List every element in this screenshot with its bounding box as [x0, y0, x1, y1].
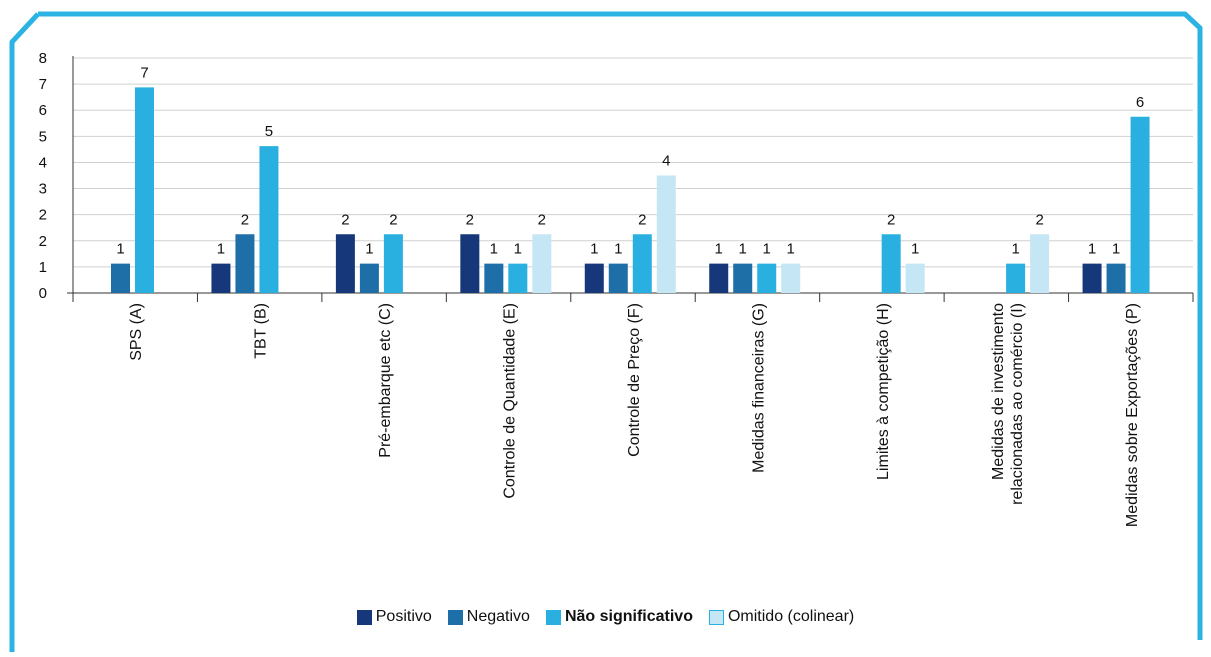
legend-label: Omitido (colinear) — [727, 608, 855, 625]
data-label: 1 — [590, 241, 598, 258]
legend-label: Positivo — [375, 608, 432, 625]
data-label: 2 — [341, 211, 349, 228]
x-tick-label: Pré-embarque etc (C) — [377, 303, 394, 458]
data-label: 2 — [1035, 211, 1043, 228]
chart-legend: Positivo Negativo Não significativo Omitido… — [0, 608, 1211, 626]
y-tick-label: 0 — [39, 285, 47, 302]
legend-item: Positivo — [356, 608, 432, 626]
data-label: 2 — [638, 211, 646, 228]
data-label: 5 — [265, 123, 273, 140]
legend-swatch — [708, 609, 724, 625]
bar — [532, 234, 552, 293]
legend-item: Não significativo — [545, 608, 693, 626]
legend-label: Negativo — [466, 608, 530, 625]
x-tick-label: Limites à competição (H) — [875, 303, 892, 480]
data-label: 2 — [887, 211, 895, 228]
bar — [359, 263, 379, 293]
bar — [1106, 263, 1126, 293]
bar — [905, 263, 925, 293]
bar — [460, 234, 480, 293]
data-label: 1 — [1112, 241, 1120, 258]
y-tick-label: 6 — [39, 102, 47, 119]
bar — [709, 263, 729, 293]
bar — [508, 263, 528, 293]
y-tick-label: 3 — [39, 181, 47, 198]
y-tick-label: 8 — [39, 50, 47, 67]
data-label: 4 — [662, 153, 670, 170]
bar — [733, 263, 753, 293]
data-label: 1 — [514, 241, 522, 258]
bar — [757, 263, 777, 293]
bar — [1030, 234, 1050, 293]
x-tick-label: Controle de Preço (F) — [626, 303, 643, 457]
data-label: 1 — [911, 241, 919, 258]
data-label: 2 — [466, 211, 474, 228]
legend-label: Não significativo — [564, 608, 693, 625]
x-tick-label: relacionadas ao comércio (I) — [1009, 303, 1026, 505]
data-label: 2 — [241, 211, 249, 228]
data-label: 1 — [787, 241, 795, 258]
x-tick-label: Medidas financeiras (G) — [750, 303, 767, 473]
bar — [383, 234, 403, 293]
legend-item: Omitido (colinear) — [708, 608, 855, 626]
data-label: 1 — [217, 241, 225, 258]
bar — [335, 234, 355, 293]
data-label: 1 — [1088, 241, 1096, 258]
x-tick-label: Controle de Quantidade (E) — [502, 303, 519, 499]
legend-swatch — [447, 609, 463, 625]
y-tick-label: 2 — [39, 207, 47, 224]
x-tick-label: Medidas sobre Exportações (P) — [1124, 303, 1141, 527]
y-tick-label: 5 — [39, 128, 47, 145]
x-tick-label: SPS (A) — [128, 303, 145, 361]
bar — [881, 234, 901, 293]
bar — [235, 234, 255, 293]
data-label: 1 — [116, 241, 124, 258]
legend-item: Negativo — [447, 608, 530, 626]
bar — [608, 263, 628, 293]
data-label: 1 — [490, 241, 498, 258]
y-tick-label: 4 — [39, 154, 47, 171]
bar — [259, 146, 279, 293]
bar — [1006, 263, 1026, 293]
bar — [781, 263, 801, 293]
bar — [111, 263, 130, 293]
bar — [1082, 263, 1102, 293]
bar — [484, 263, 504, 293]
legend-swatch — [545, 609, 561, 625]
data-label: 7 — [140, 64, 148, 81]
bar — [656, 175, 676, 293]
data-label: 2 — [538, 211, 546, 228]
bar — [211, 263, 231, 293]
data-label: 1 — [1011, 241, 1019, 258]
bar — [1130, 116, 1150, 293]
data-label: 1 — [614, 241, 622, 258]
x-tick-label: TBT (B) — [253, 303, 270, 359]
bar — [135, 87, 154, 293]
bar — [632, 234, 652, 293]
bar — [584, 263, 604, 293]
data-label: 1 — [365, 241, 373, 258]
x-tick-label: Medidas de investimento — [990, 303, 1007, 480]
legend-swatch — [356, 609, 372, 625]
frame-border — [9, 11, 1203, 652]
y-tick-label: 1 — [39, 259, 47, 276]
y-tick-label: 7 — [39, 76, 47, 93]
data-label: 1 — [739, 241, 747, 258]
data-label: 2 — [389, 211, 397, 228]
data-label: 6 — [1136, 94, 1144, 111]
data-label: 1 — [763, 241, 771, 258]
data-label: 1 — [715, 241, 723, 258]
y-tick-label: 2 — [39, 233, 47, 250]
